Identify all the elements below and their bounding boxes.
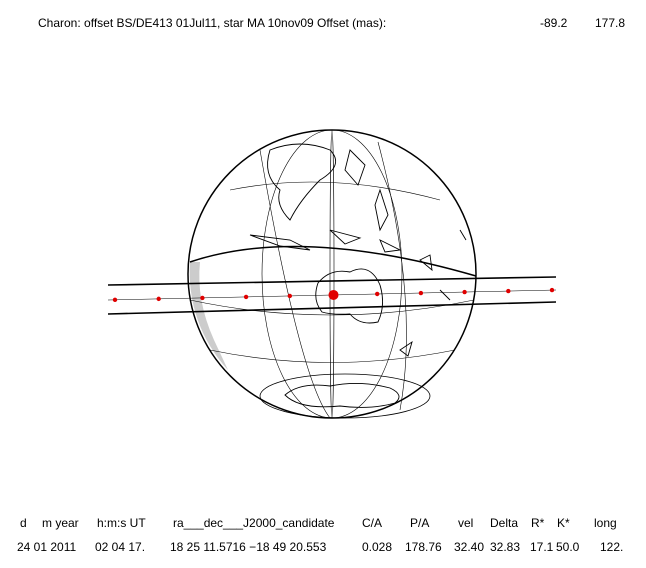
time-dot bbox=[156, 296, 161, 302]
table-header: d bbox=[20, 516, 27, 530]
table-value: 122. bbox=[600, 540, 623, 554]
table-value: 32.83 bbox=[490, 540, 520, 554]
table-header: K* bbox=[557, 516, 570, 530]
table-header: long bbox=[594, 516, 617, 530]
table-header: ra___dec___J2000_candidate bbox=[173, 516, 335, 530]
time-dot bbox=[418, 290, 424, 296]
table-header: vel bbox=[458, 516, 473, 530]
table-value: 50.0 bbox=[556, 540, 580, 554]
table-header: R* bbox=[531, 516, 545, 530]
time-dot bbox=[112, 297, 118, 303]
table-header: h:m:s UT bbox=[97, 516, 146, 530]
event-table: d m year h:m:s UT ra___dec___J2000_candidat… bbox=[17, 516, 623, 554]
globe bbox=[187, 129, 477, 419]
time-dot bbox=[375, 291, 380, 297]
table-header: P/A bbox=[410, 516, 429, 530]
time-dot bbox=[462, 289, 467, 295]
table-value: 178.76 bbox=[405, 540, 442, 554]
table-value: 0.028 bbox=[362, 540, 392, 554]
table-value: 32.40 bbox=[454, 540, 484, 554]
offset-1: -89.2 bbox=[540, 16, 568, 30]
table-value: 17.1 bbox=[530, 540, 554, 554]
time-dot bbox=[200, 295, 205, 301]
table-header: C/A bbox=[362, 516, 382, 530]
table-header: Delta bbox=[490, 516, 518, 530]
table-value: 18 25 11.5716 −18 49 20.553 bbox=[170, 540, 327, 554]
title: Charon: offset BS/DE413 01Jul11, star MA… bbox=[38, 16, 386, 30]
time-dot bbox=[506, 288, 511, 294]
time-dot bbox=[243, 294, 249, 300]
table-value: 02 04 17. bbox=[95, 540, 145, 554]
time-dot bbox=[549, 287, 555, 293]
time-dot bbox=[287, 293, 292, 299]
table-value: 24 01 2011 bbox=[17, 540, 76, 554]
offset-2: 177.8 bbox=[595, 16, 625, 30]
time-dot bbox=[328, 289, 339, 300]
time-marks bbox=[112, 287, 555, 303]
table-header: m year bbox=[42, 516, 79, 530]
